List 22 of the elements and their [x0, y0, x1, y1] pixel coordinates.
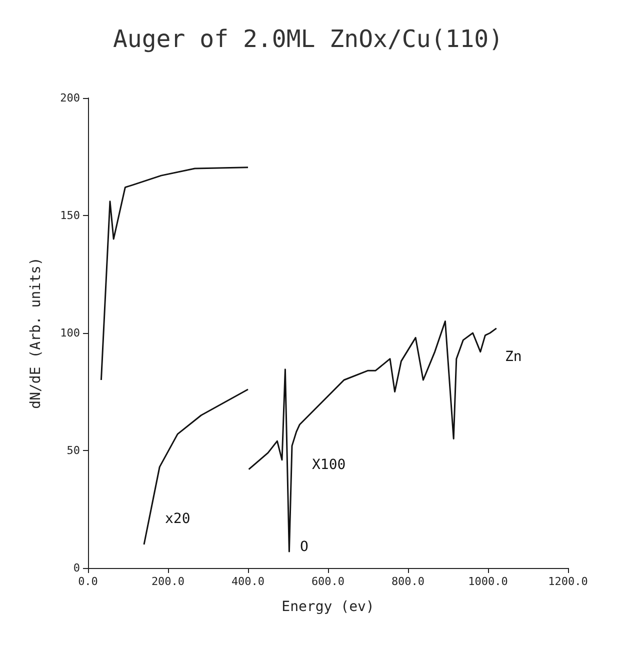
y-axis-title: dN/dE (Arb. units) — [28, 257, 44, 409]
line-series — [143, 388, 249, 546]
y-tick-label: 100 — [60, 326, 80, 340]
y-tick-label: 200 — [60, 92, 80, 104]
x-tick-label: 1000.0 — [468, 575, 508, 588]
line-series — [100, 166, 249, 381]
x-tick-label: 600.0 — [311, 575, 345, 588]
line-series — [248, 320, 498, 552]
annotation: O — [300, 539, 308, 555]
y-tick-label: 50 — [66, 444, 80, 457]
x-tick-label: 800.0 — [391, 575, 425, 588]
y-tick-label: 150 — [60, 209, 80, 222]
annotation: x20 — [165, 511, 190, 527]
x-axis-title: Energy (ev) — [282, 599, 374, 615]
x-tick-label: 1200.0 — [548, 575, 588, 588]
x-tick-label: 400.0 — [231, 575, 265, 588]
x-tick-label: 0.0 — [78, 575, 98, 588]
x-tick-label: 200.0 — [151, 575, 185, 588]
annotation: Zn — [505, 349, 522, 365]
chart-title: Auger of 2.0ML ZnOx/Cu(110) — [112, 25, 504, 53]
y-tick-label: 0 — [73, 562, 80, 574]
annotation: X100 — [312, 457, 346, 473]
